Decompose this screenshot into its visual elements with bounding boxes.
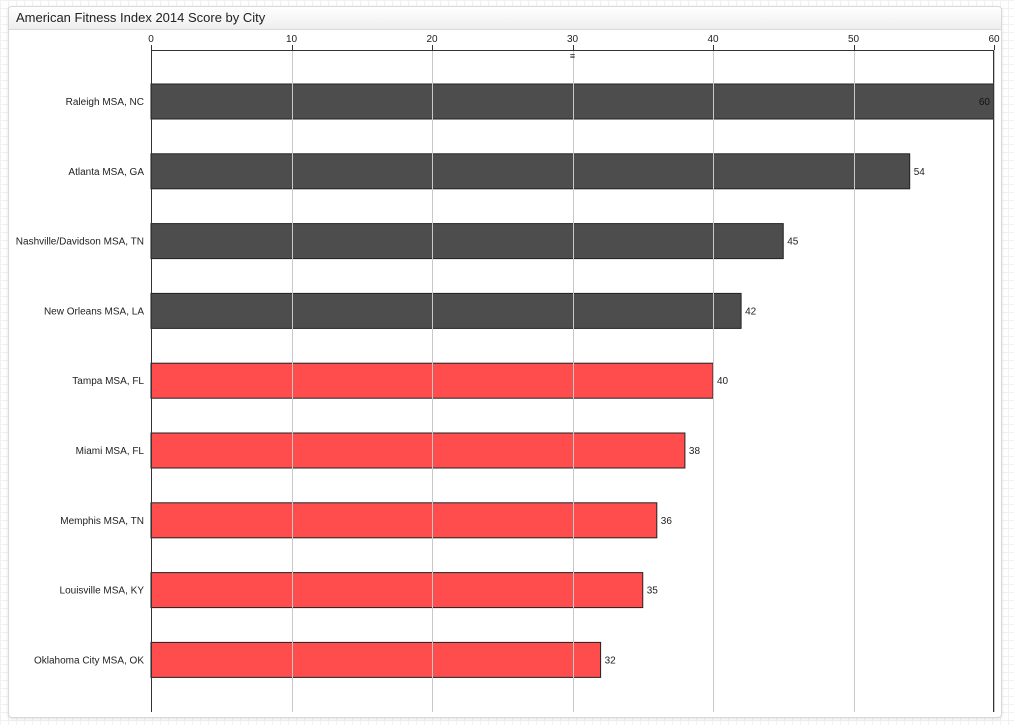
category-label-5: Miami MSA, FL [76, 446, 145, 457]
category-label-6: Memphis MSA, TN [60, 516, 144, 527]
bar-6 [150, 502, 658, 539]
x-tick-label-0: 0 [148, 34, 154, 45]
x-tick-label-2: 20 [426, 34, 438, 45]
bar-3 [150, 292, 742, 329]
data-label-0: 60 [979, 97, 991, 108]
x-tick-label-3: 30 [567, 34, 579, 45]
data-label-8: 32 [605, 655, 617, 666]
category-label-1: Atlanta MSA, GA [68, 167, 144, 178]
bar-8 [150, 641, 602, 678]
data-label-7: 35 [647, 586, 659, 597]
category-label-4: Tampa MSA, FL [72, 376, 144, 387]
bar-5 [150, 432, 686, 469]
bar-2 [150, 223, 784, 260]
widget-title: American Fitness Index 2014 Score by Cit… [16, 10, 266, 25]
bar-7 [150, 572, 644, 609]
widget-header: American Fitness Index 2014 Score by Cit… [9, 7, 1001, 30]
data-label-2: 45 [787, 237, 799, 248]
category-label-2: Nashville/Davidson MSA, TN [16, 237, 144, 248]
category-label-7: Louisville MSA, KY [60, 586, 145, 597]
category-label-3: New Orleans MSA, LA [44, 306, 144, 317]
x-tick-label-5: 50 [848, 34, 860, 45]
x-tick-label-6: 60 [988, 34, 1000, 45]
x-tick-label-4: 40 [707, 34, 719, 45]
bar-1 [150, 153, 911, 190]
x-tick-label-1: 10 [286, 34, 298, 45]
category-label-0: Raleigh MSA, NC [66, 97, 144, 108]
axis-marker-icon: ≡ [570, 51, 575, 61]
data-label-4: 40 [717, 376, 729, 387]
data-label-5: 38 [689, 446, 701, 457]
category-label-8: Oklahoma City MSA, OK [34, 655, 144, 666]
data-label-3: 42 [745, 306, 757, 317]
data-label-1: 54 [914, 167, 926, 178]
data-label-6: 36 [661, 516, 673, 527]
bar-0 [150, 83, 995, 120]
